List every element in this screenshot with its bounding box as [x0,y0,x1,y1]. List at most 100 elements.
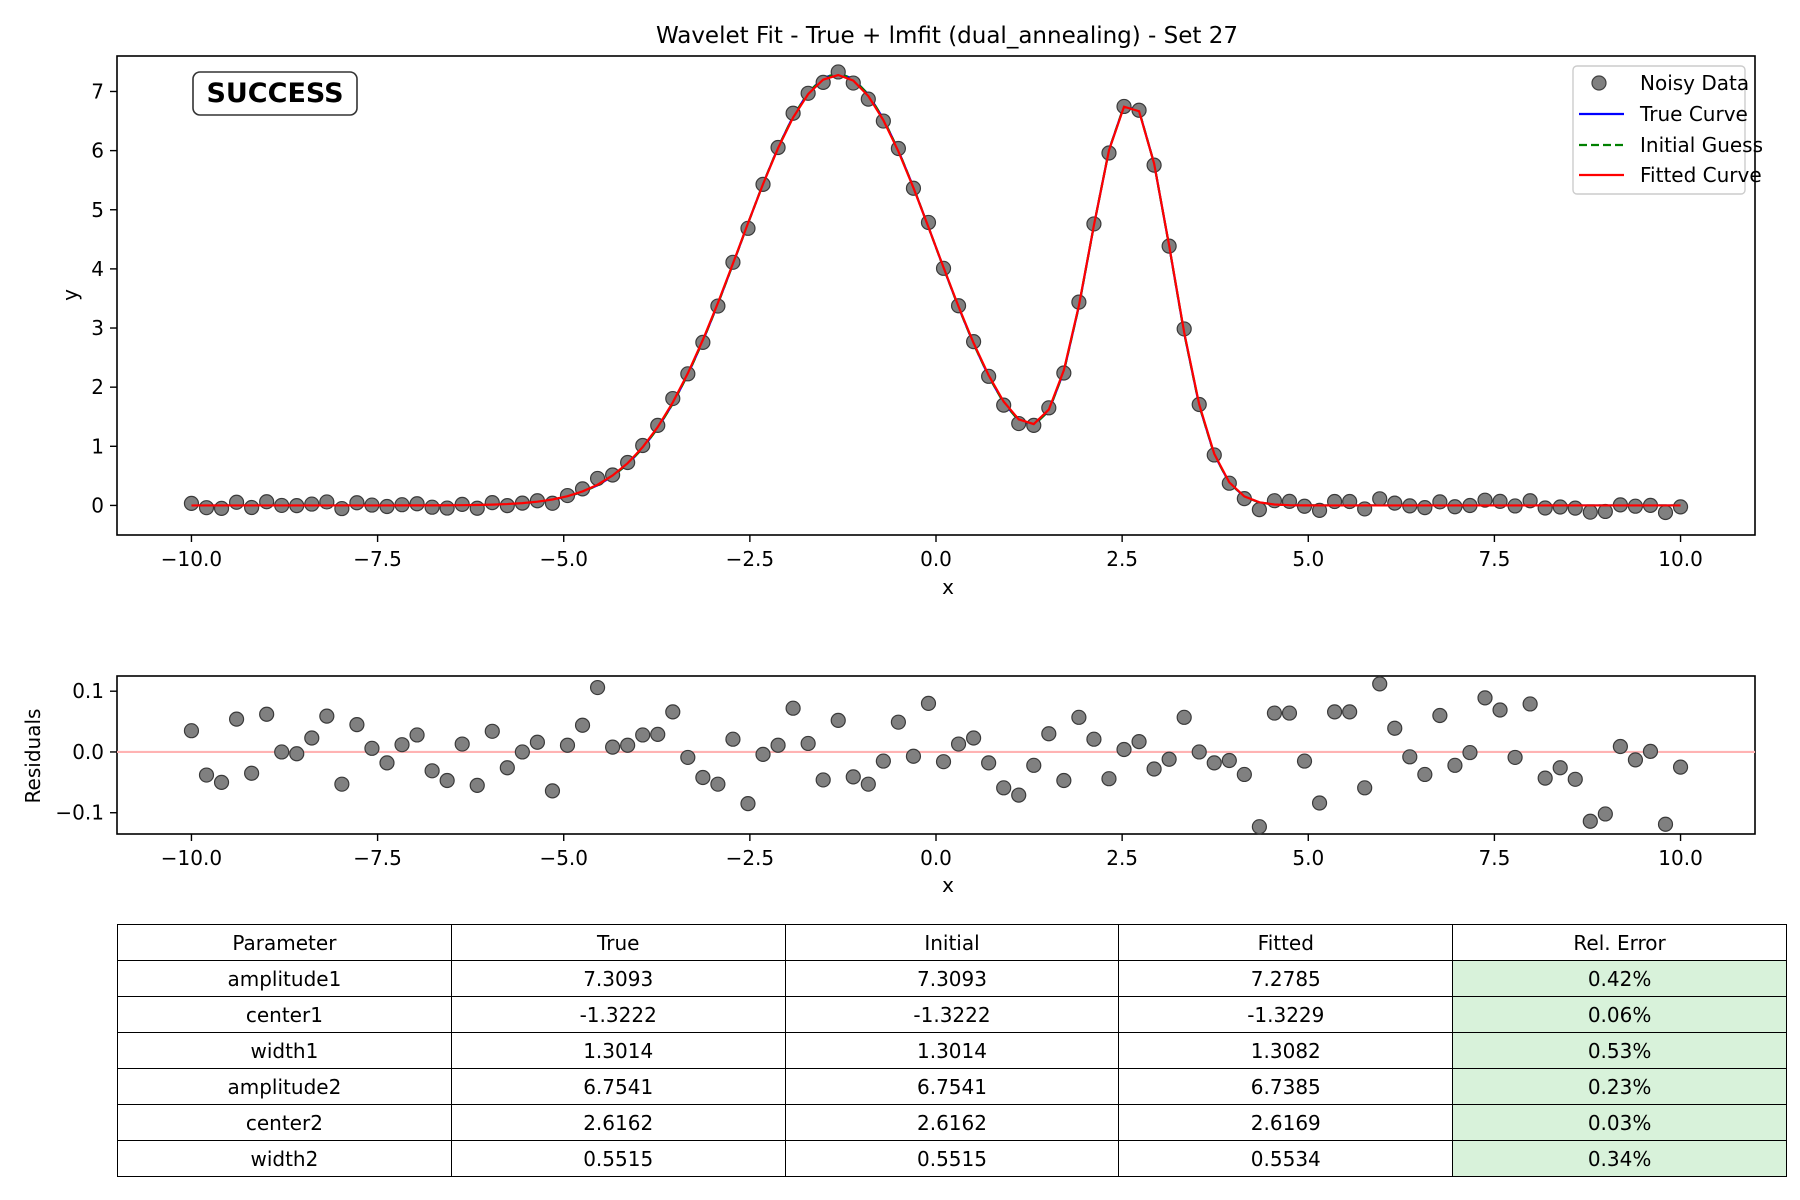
residual-point [1462,744,1478,761]
table-cell: 7.3093 [450,960,786,997]
residual-point [1507,749,1523,766]
residual-point [1296,753,1313,769]
residual-point [213,774,230,790]
table-row: amplitude1 7.3093 7.3093 7.2785 0.42% [117,960,1787,997]
y-tick-label: 4 [91,257,104,281]
data-point [1387,495,1403,511]
table-cell: width2 [117,1140,452,1177]
column-header: Fitted [1118,924,1454,961]
residual-point [289,746,305,762]
data-point [1251,502,1267,518]
residual-point [770,737,786,753]
y-tick-label: 5 [91,198,104,222]
residual-point [860,776,876,792]
column-header: Parameter [117,924,452,961]
residual-point [1281,705,1298,721]
residual-point [1492,702,1508,718]
residual-point [1311,795,1328,811]
x-tick-label: −5.0 [539,547,588,571]
residual-point [965,730,982,746]
x-tick-label: 2.5 [1106,547,1138,571]
table-cell: 1.3014 [450,1032,786,1069]
table-cell: 1.3014 [784,1032,1120,1069]
residual-point [484,723,500,739]
table-cell: 6.7541 [450,1068,786,1105]
table-cell: 0.5534 [1118,1140,1454,1177]
table-cell: 6.7385 [1118,1068,1454,1105]
table-cell: center2 [117,1104,452,1141]
residual-point [1372,676,1388,692]
residual-point [244,765,260,781]
table-row: center1 -1.3222 -1.3222 -1.3229 0.06% [117,996,1787,1033]
residual-point [544,783,561,799]
y-tick-label: 6 [91,139,104,163]
residual-point [830,712,846,728]
rel-error-cell: 0.03% [1452,1104,1787,1141]
y-tick-label: 2 [91,375,104,399]
residual-point [740,796,756,812]
residual-point [1176,709,1192,725]
residual-point [905,748,922,764]
data-point [439,500,455,516]
residual-point [1627,752,1644,768]
residual-point [1357,780,1373,796]
main-y-axis-label: y [58,289,82,301]
data-point [1447,499,1463,515]
residual-point [1537,770,1553,786]
residuals-x-axis: −10.0 −7.5 −5.0 −2.5 0.0 2.5 5.0 7.5 10.0 [161,834,1703,870]
residual-point [950,736,967,752]
data-point [319,494,335,510]
residual-point [635,727,651,743]
residual-point [1191,744,1207,760]
x-tick-label: 5.0 [1292,846,1324,870]
table-cell: 7.2785 [1118,960,1454,997]
data-point [1582,504,1598,520]
table-cell: 0.5515 [784,1140,1120,1177]
residual-point [620,737,636,753]
status-badge-text: SUCCESS [206,78,343,109]
residual-point [1131,734,1147,750]
rel-error-cell: 0.42% [1452,960,1787,997]
data-point [785,105,801,121]
legend-item-fitted-curve: Fitted Curve [1579,163,1762,187]
residual-point [1417,766,1433,783]
residual-point [1101,771,1117,787]
residual-point [349,717,365,733]
data-point [1537,500,1553,516]
residual-point [1116,741,1132,758]
residual-point [1266,705,1283,721]
x-tick-label: 7.5 [1479,547,1511,571]
data-point [409,496,425,512]
residual-point [1161,751,1177,767]
y-tick-label: −0.1 [55,801,104,825]
residuals-y-axis-label: Residuals [21,709,45,804]
data-point [259,494,275,510]
table-row: amplitude2 6.7541 6.7541 6.7385 0.23% [117,1068,1787,1105]
table-cell: 2.6169 [1118,1104,1454,1141]
residual-point [1657,816,1674,832]
residual-point [274,744,290,760]
legend-item-true-curve: True Curve [1579,102,1748,126]
data-point [198,500,215,516]
main-y-axis: 0 1 2 3 4 5 6 7 [91,79,117,517]
residual-point [1387,720,1403,736]
legend-item-noisy-data: Noisy Data [1591,71,1749,95]
residual-point [424,763,440,779]
chart-title: Wavelet Fit - True + lmfit (dual_anneali… [656,23,1238,49]
data-point [1477,492,1493,508]
data-point [334,500,350,517]
y-tick-label: 0 [91,493,104,517]
residual-point [785,700,801,716]
residual-point [1552,760,1568,776]
data-point [213,500,230,516]
x-tick-label: 0.0 [920,547,952,571]
residual-point [1206,755,1222,771]
rel-error-cell: 0.34% [1452,1140,1787,1177]
data-point [1417,500,1433,516]
residual-point [183,723,200,739]
data-point [304,496,320,512]
x-tick-label: −2.5 [726,846,775,870]
initial-guess-line [191,72,1681,507]
residual-point [800,735,816,752]
